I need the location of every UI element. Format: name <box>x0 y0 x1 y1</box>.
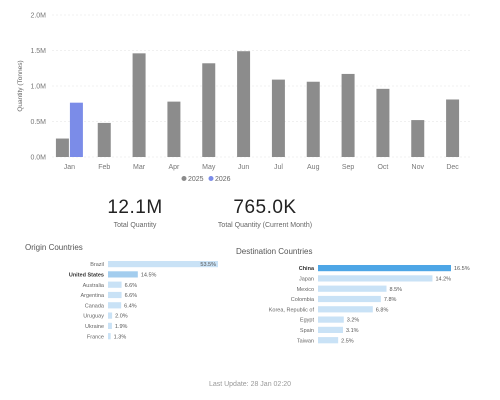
bar-korea-republic-of[interactable] <box>318 306 373 313</box>
category-label: Korea, Republic of <box>269 307 315 313</box>
x-tick-label: May <box>202 164 216 171</box>
bar-2025-may[interactable] <box>202 63 216 157</box>
y-tick-label: 0.5M <box>30 119 46 126</box>
category-label: Japan <box>299 277 314 283</box>
value-label: 6.4% <box>124 303 137 309</box>
category-label: Colombia <box>291 297 315 303</box>
value-label: 2.5% <box>341 338 354 344</box>
value-label: 1.9% <box>115 324 128 330</box>
x-tick-label: Mar <box>133 164 146 171</box>
bar-australia[interactable] <box>108 281 122 288</box>
bar-2025-jul[interactable] <box>271 79 285 157</box>
bar-2025-sep[interactable] <box>341 73 355 157</box>
x-tick-label: Oct <box>377 164 388 171</box>
x-tick-label: Aug <box>307 164 320 171</box>
legend-swatch <box>181 176 187 181</box>
kpi-total-quantity-label: Total Quantity <box>113 222 157 229</box>
bar-2025-mar[interactable] <box>132 53 146 158</box>
x-tick-label: Jun <box>238 164 249 171</box>
last-update-text: Last Update: 28 Jan 02:20 <box>208 381 292 388</box>
kpi-current-month: 765.0K Total Quantity (Current Month) <box>195 197 335 229</box>
value-label: 8.5% <box>390 287 403 293</box>
bar-canada[interactable] <box>108 302 122 309</box>
bar-2025-oct[interactable] <box>376 88 390 157</box>
kpi-current-month-value: 765.0K <box>233 197 297 218</box>
y-tick-label: 1.0M <box>30 84 46 91</box>
destination-countries-chart: China 16.5% Japan 14.2% Mexico 8.5% Colombia 7.… <box>269 265 470 344</box>
bar-taiwan[interactable] <box>318 337 339 344</box>
x-tick-label: Sep <box>342 164 355 171</box>
x-tick-label: Jul <box>274 164 283 171</box>
bar-brazil[interactable] <box>108 261 218 268</box>
bar-spain[interactable] <box>318 326 343 333</box>
legend-swatch <box>208 176 214 181</box>
bar-uruguay[interactable] <box>108 312 113 319</box>
bar-egypt[interactable] <box>318 316 344 323</box>
category-label: Ukraine <box>85 324 104 330</box>
bar-2025-jan[interactable] <box>55 138 69 157</box>
y-tick-label: 1.5M <box>30 48 46 55</box>
bar-japan[interactable] <box>318 275 433 282</box>
x-tick-label: Nov <box>412 164 425 171</box>
value-label: 2.0% <box>115 314 128 320</box>
category-label: United States <box>69 273 104 279</box>
bar-2025-jun[interactable] <box>237 51 251 157</box>
x-tick-label: Apr <box>168 164 180 171</box>
category-label: Egypt <box>300 318 315 324</box>
y-tick-label: 0.0M <box>30 155 46 162</box>
kpi-total-quantity-value: 12.1M <box>107 197 163 218</box>
bar-china[interactable] <box>318 265 451 272</box>
value-label: 53.5% <box>200 262 216 268</box>
y-tick-label: 2.0M <box>30 13 46 20</box>
bar-argentina[interactable] <box>108 291 122 299</box>
bar-colombia[interactable] <box>318 295 381 303</box>
origin-countries-chart: Brazil 53.5% United States 14.5% Australia 6.… <box>69 261 218 340</box>
category-label: Spain <box>300 328 314 334</box>
bar-mexico[interactable] <box>318 285 387 292</box>
value-label: 6.6% <box>125 283 138 289</box>
bar-2025-nov[interactable] <box>411 120 425 157</box>
value-label: 6.6% <box>125 293 138 299</box>
category-label: France <box>87 334 104 340</box>
value-label: 6.8% <box>376 307 389 313</box>
bar-2025-feb[interactable] <box>97 122 111 157</box>
bar-2025-apr[interactable] <box>167 101 181 157</box>
category-label: Argentina <box>80 293 104 299</box>
category-label: Brazil <box>90 262 104 268</box>
value-label: 1.3% <box>114 334 127 340</box>
bar-france[interactable] <box>108 333 111 340</box>
category-label: Taiwan <box>297 338 314 344</box>
x-tick-label: Feb <box>98 164 110 171</box>
legend-label[interactable]: 2026 <box>215 176 231 183</box>
legend-label[interactable]: 2025 <box>188 176 204 183</box>
value-label: 14.5% <box>141 273 157 279</box>
monthly-quantity-chart: 0.0M 0.5M 1.0M 1.5M 2.0M Quantity (Tonnes) Jan… <box>17 13 470 183</box>
bar-ukraine[interactable] <box>108 322 112 329</box>
category-label: Mexico <box>297 287 314 293</box>
y-axis-title: Quantity (Tonnes) <box>17 60 24 111</box>
value-label: 3.1% <box>346 328 359 334</box>
kpi-total-quantity: 12.1M Total Quantity <box>85 197 185 229</box>
value-label: 3.2% <box>347 318 360 324</box>
bar-2025-aug[interactable] <box>306 81 320 157</box>
destination-countries-title: Destination Countries <box>236 247 313 256</box>
bar-united-states[interactable] <box>108 271 138 278</box>
kpi-current-month-label: Total Quantity (Current Month) <box>217 222 313 229</box>
bar-2026-jan[interactable] <box>69 102 83 157</box>
category-label: China <box>299 266 315 272</box>
category-label: Uruguay <box>83 314 104 320</box>
value-label: 16.5% <box>454 266 470 272</box>
bar-2025-dec[interactable] <box>446 99 460 157</box>
category-label: Canada <box>85 303 105 309</box>
x-tick-label: Jan <box>64 164 75 171</box>
origin-countries-title: Origin Countries <box>25 243 83 252</box>
x-tick-label: Dec <box>446 164 459 171</box>
value-label: 14.2% <box>435 277 451 283</box>
value-label: 7.8% <box>384 297 397 303</box>
category-label: Australia <box>83 283 105 289</box>
